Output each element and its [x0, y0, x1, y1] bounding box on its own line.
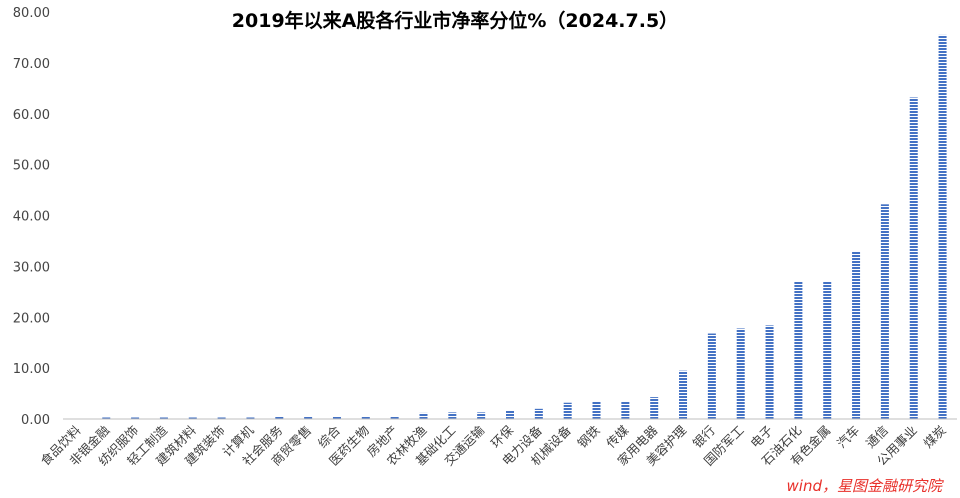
bar [304, 416, 313, 419]
x-tick-label: 煤炭 [920, 423, 948, 451]
x-tick-label: 钢铁 [574, 422, 603, 451]
bar [621, 401, 630, 419]
bar [736, 328, 745, 419]
bar [909, 97, 918, 419]
bar [707, 333, 716, 419]
bar [852, 251, 861, 419]
bar [880, 204, 889, 419]
y-tick-label: 10.00 [13, 362, 50, 377]
y-tick-label: 20.00 [13, 311, 50, 326]
bar [534, 408, 543, 419]
y-tick-label: 50.00 [13, 159, 50, 174]
bar [159, 417, 168, 419]
x-tick-label: 汽车 [834, 423, 862, 451]
bar [275, 416, 284, 419]
y-tick-label: 70.00 [13, 57, 50, 72]
bar [246, 417, 255, 419]
bars [102, 34, 947, 420]
bar [765, 325, 774, 419]
chart-title: 2019年以来A股各行业市净率分位%（2024.7.5） [232, 9, 678, 32]
bar [419, 412, 428, 419]
bar [102, 417, 111, 419]
source-watermark: wind，星图金融研究院 [787, 477, 944, 495]
bar [390, 416, 399, 419]
bar [650, 397, 659, 419]
bar [361, 416, 370, 419]
bar [563, 402, 572, 419]
bar [332, 416, 341, 419]
y-tick-label: 80.00 [13, 6, 50, 21]
bar [131, 417, 140, 419]
bar [938, 34, 947, 420]
y-tick-label: 60.00 [13, 108, 50, 123]
bar [823, 281, 832, 419]
bar [448, 412, 457, 419]
bar [679, 370, 688, 419]
bar [506, 410, 514, 419]
bar [794, 281, 803, 419]
bar [217, 417, 226, 419]
y-tick-label: 30.00 [13, 260, 50, 275]
y-tick-label: 40.00 [13, 210, 50, 225]
y-tick-label: 0.00 [21, 413, 50, 428]
bar [477, 412, 486, 419]
bar [188, 417, 197, 419]
y-axis-ticks: 0.00 10.00 20.00 30.00 40.00 50.00 60.00 70.00 8… [13, 6, 50, 428]
bar [592, 401, 601, 419]
